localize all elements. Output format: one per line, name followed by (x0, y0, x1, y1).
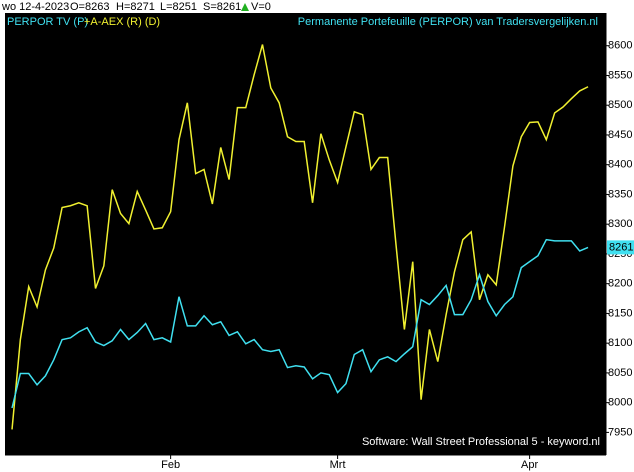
series-line (11, 238, 589, 409)
chart-title: Permanente Portefeuille (PERPOR) van Tra… (298, 16, 598, 28)
x-tick-label: Feb (161, 459, 180, 471)
info-open: O=8263 (70, 1, 109, 13)
info-date: wo 12-4-2023 (1, 1, 69, 13)
info-close: S=8261 (203, 1, 241, 13)
y-tick-label: 8000 (608, 397, 632, 409)
info-high: H=8271 (116, 1, 155, 13)
y-tick-label: 7950 (608, 426, 632, 438)
y-tick-label: 8200 (608, 278, 632, 290)
up-icon (241, 3, 249, 11)
x-tick-label: Mrt (330, 459, 346, 471)
y-tick-label: 8500 (608, 99, 632, 111)
y-tick-label: 8550 (608, 69, 632, 81)
series-line (11, 44, 589, 430)
info-volume: V=0 (251, 1, 271, 13)
y-tick-label: 8350 (608, 188, 632, 200)
y-tick-label: 8100 (608, 337, 632, 349)
y-tick-label: 8050 (608, 367, 632, 379)
x-tick-label: Apr (521, 459, 538, 471)
plot-area (5, 13, 606, 455)
y-tick-label: 8600 (608, 40, 632, 52)
legend-entry: +A-AEX (R) (D) (84, 16, 160, 28)
last-value-label: 8261 (609, 241, 633, 253)
watermark: Software: Wall Street Professional 5 - k… (362, 436, 600, 448)
y-tick-label: 8400 (608, 159, 632, 171)
legend-entry: PERPOR TV (P) (7, 16, 88, 28)
y-tick-label: 8450 (608, 129, 632, 141)
y-tick-label: 8300 (608, 218, 632, 230)
info-low: L=8251 (160, 1, 197, 13)
last-value-box (607, 240, 634, 255)
y-tick-label: 8150 (608, 307, 632, 319)
